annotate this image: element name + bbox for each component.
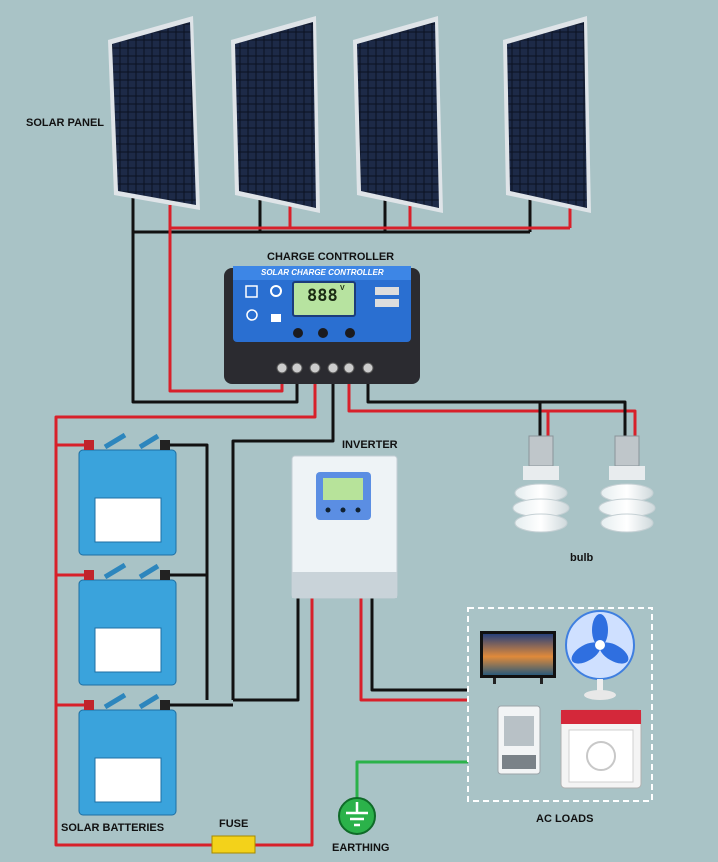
ac-positive-wire — [359, 597, 468, 702]
inverter — [291, 455, 398, 599]
earthing-label: EARTHING — [332, 842, 390, 854]
air-cooler-icon — [497, 705, 541, 775]
inverter-button[interactable] — [340, 507, 346, 513]
bulb-label: bulb — [570, 552, 594, 564]
usb-port — [375, 299, 399, 307]
menu-button[interactable] — [293, 328, 303, 338]
washing-machine-icon — [560, 709, 642, 789]
fuse-label: FUSE — [219, 818, 249, 830]
ac-loads-box — [467, 607, 653, 802]
solar-panel-icon — [353, 16, 443, 213]
terminal-bat-pos — [309, 362, 321, 374]
inverter-positive-wire — [255, 597, 314, 847]
load-positive-wire — [347, 372, 637, 436]
status-icon — [245, 285, 258, 298]
controller-display-value: 888 — [307, 286, 338, 306]
tv-icon — [480, 631, 556, 684]
terminal-pv-pos — [276, 362, 288, 374]
gear-icon — [270, 285, 282, 297]
fuse-icon — [211, 835, 256, 854]
battery-bank — [78, 432, 177, 816]
lock-icon — [271, 314, 281, 322]
solar-panel-icon — [108, 16, 200, 210]
solar-panel-label: SOLAR PANEL — [26, 117, 105, 129]
solar-panel-icon — [231, 16, 320, 213]
bulb-icon — [512, 435, 570, 533]
controller-terminals — [276, 362, 374, 374]
inverter-button[interactable] — [355, 507, 361, 513]
inverter-label: INVERTER — [342, 439, 398, 451]
fan-icon — [565, 610, 635, 700]
battery-icon — [78, 432, 177, 556]
inverter-button[interactable] — [325, 507, 331, 513]
terminal-load-neg — [362, 362, 374, 374]
battery-bank-positive — [56, 443, 88, 707]
ok-button[interactable] — [318, 328, 328, 338]
solar-panel-icon — [503, 16, 591, 213]
terminal-pv-neg — [291, 362, 303, 374]
controller-lcd — [292, 281, 356, 317]
inverter-negative-feed — [233, 597, 300, 702]
panel-negative-bus — [131, 196, 532, 234]
charge-controller-label: CHARGE CONTROLLER — [267, 251, 395, 263]
charge-controller — [224, 266, 420, 384]
terminal-bat-neg — [327, 362, 339, 374]
battery-negative-wire — [231, 372, 335, 700]
terminal-load-pos — [343, 362, 355, 374]
battery-positive-wire — [54, 372, 317, 847]
inverter-lcd — [323, 478, 363, 500]
battery-bank-negative — [165, 443, 233, 707]
battery-icon — [78, 692, 177, 816]
controller-display-unit: V — [340, 285, 345, 292]
load-negative-wire — [366, 372, 627, 436]
ac-loads-label: AC LOADS — [536, 813, 594, 825]
panel-positive-bus — [168, 205, 572, 230]
controller-brand: SOLAR CHARGE CONTROLLER — [261, 268, 384, 277]
ac-negative-wire — [370, 597, 468, 692]
usb-port — [375, 287, 399, 295]
earth-ground-icon — [338, 797, 376, 835]
solar-panel-array — [108, 16, 591, 213]
bulb-icon — [598, 435, 656, 533]
battery-icon — [78, 562, 177, 686]
earth-wire — [355, 760, 468, 798]
clock-icon — [246, 309, 258, 321]
pv-negative-wire — [131, 232, 299, 404]
solar-batteries-label: SOLAR BATTERIES — [61, 822, 165, 834]
next-button[interactable] — [345, 328, 355, 338]
